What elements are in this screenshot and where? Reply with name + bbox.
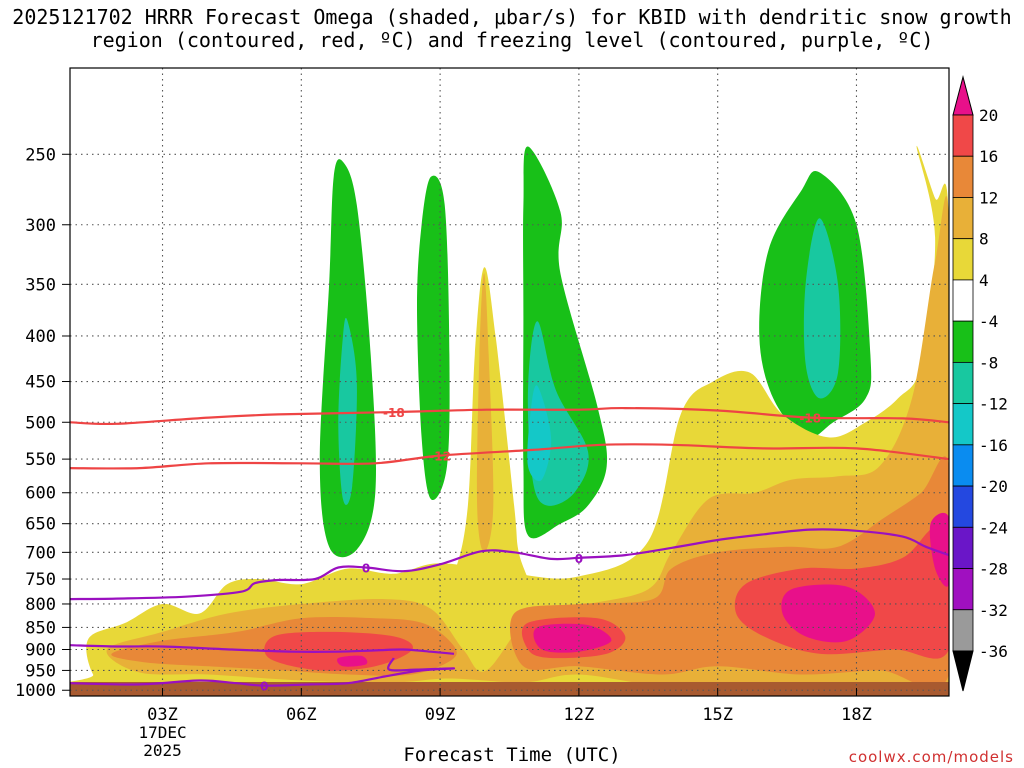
- plot-area: -18 -18 -12 0 0 0 250 300 350 400 450 500 550 600 650…: [15, 68, 1011, 760]
- colorbar-tick-label: -12: [979, 395, 1008, 414]
- colorbar: 20 16 12 8 4 -4 -8 -12 -16 -20 -24 -28 -32 -36: [953, 77, 1008, 691]
- y-tick-label-450: 450: [25, 373, 56, 393]
- colorbar-bin-12: [953, 569, 973, 610]
- colorbar-bin-4: [953, 239, 973, 280]
- colorbar-tick-label: 4: [979, 271, 989, 290]
- x-tick-label-12Z: 12Z: [564, 705, 595, 725]
- ground-strip: [70, 682, 949, 696]
- colorbar-tick-label: -16: [979, 436, 1008, 455]
- colorbar-bin-5: [953, 280, 973, 321]
- y-tick-label-400: 400: [25, 327, 56, 347]
- dgz-contour-label: -18: [383, 406, 405, 420]
- y-tick-label-600: 600: [25, 484, 56, 504]
- colorbar-tick-label: -28: [979, 560, 1008, 579]
- x-tick-label-03Z: 03Z: [147, 705, 178, 725]
- x-tick-label-15Z: 15Z: [702, 705, 733, 725]
- colorbar-bottom-arrow: [953, 651, 973, 691]
- y-tick-label-350: 350: [25, 275, 56, 295]
- colorbar-tick-label: -4: [979, 312, 998, 331]
- y-axis: 250 300 350 400 450 500 550 600 650 700 750 800 850 9…: [15, 145, 70, 701]
- colorbar-bin-3: [953, 197, 973, 238]
- y-tick-label-1000: 1000: [15, 681, 56, 701]
- colorbar-tick-label: -36: [979, 642, 1008, 661]
- colorbar-tick-label: 16: [979, 147, 998, 166]
- colorbar-bin-7: [953, 362, 973, 403]
- y-tick-label-250: 250: [25, 145, 56, 165]
- chart-svg: -18 -18 -12 0 0 0 250 300 350 400 450 500 550 600 650…: [0, 0, 1024, 768]
- colorbar-tick-label: -8: [979, 353, 998, 372]
- colorbar-bin-13: [953, 610, 973, 651]
- colorbar-tick-label: -32: [979, 601, 1008, 620]
- colorbar-tick-label: 20: [979, 106, 998, 125]
- colorbar-tick-label: 8: [979, 230, 989, 249]
- x-tick-label-06Z: 06Z: [286, 705, 317, 725]
- colorbar-tick-label: -20: [979, 477, 1008, 496]
- y-tick-label-800: 800: [25, 595, 56, 615]
- dgz-contour-label: -12: [429, 450, 451, 464]
- colorbar-bin-9: [953, 445, 973, 486]
- colorbar-bin-8: [953, 404, 973, 445]
- y-tick-label-950: 950: [25, 661, 56, 681]
- colorbar-top-arrow: [953, 77, 973, 115]
- colorbar-bin-11: [953, 527, 973, 568]
- y-tick-label-650: 650: [25, 515, 56, 535]
- colorbar-bin-6: [953, 321, 973, 362]
- y-tick-label-750: 750: [25, 570, 56, 590]
- colorbar-bin-2: [953, 156, 973, 197]
- y-tick-label-900: 900: [25, 641, 56, 661]
- x-tick-label-09Z: 09Z: [425, 705, 456, 725]
- colorbar-tick-label: 12: [979, 188, 998, 207]
- colorbar-bin-10: [953, 486, 973, 527]
- y-tick-label-700: 700: [25, 543, 56, 563]
- freezing-contour-label: 0: [260, 680, 268, 694]
- colorbar-tick-label: -24: [979, 518, 1008, 537]
- dgz-contour-label: -18: [799, 412, 821, 426]
- y-tick-label-850: 850: [25, 618, 56, 638]
- colorbar-bin-1: [953, 115, 973, 156]
- y-tick-label-550: 550: [25, 450, 56, 470]
- y-tick-label-500: 500: [25, 413, 56, 433]
- y-tick-label-300: 300: [25, 216, 56, 236]
- x-tick-sublabel: 17DEC: [138, 723, 186, 742]
- freezing-contour-label: 0: [362, 562, 370, 576]
- watermark: coolwx.com/models: [849, 748, 1014, 766]
- x-tick-label-18Z: 18Z: [841, 705, 872, 725]
- omega-region-sinking-low-level-20: [337, 656, 367, 667]
- freezing-contour-label: 0: [575, 552, 583, 566]
